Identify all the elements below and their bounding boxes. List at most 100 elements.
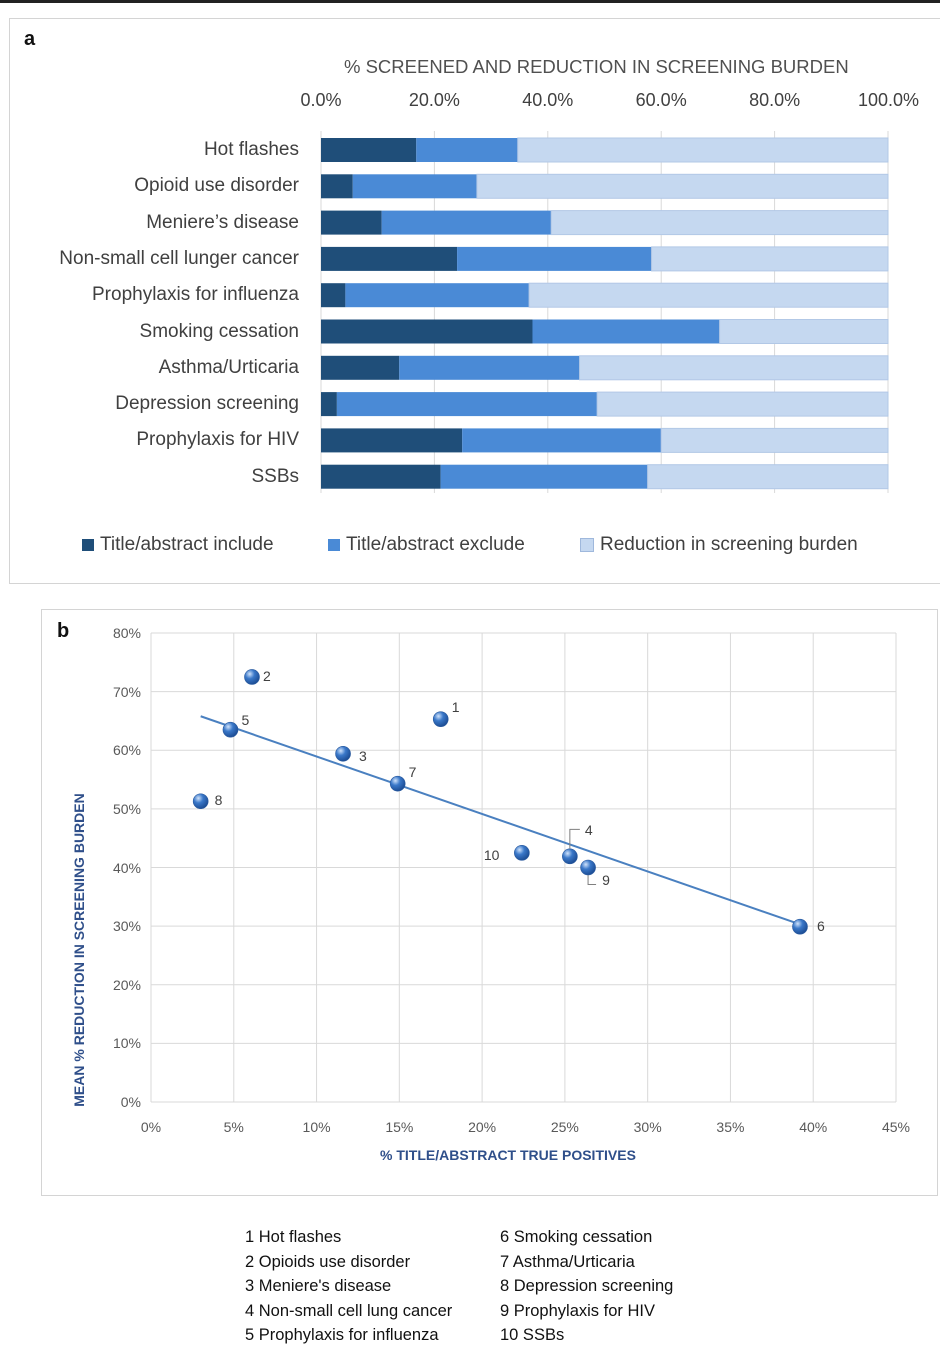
chart-b-point-label: 6: [816, 917, 825, 934]
chart-a-category-label: Hot flashes: [203, 139, 299, 160]
chart-b-point: [222, 721, 239, 738]
chart-a-bar-segment: [321, 246, 458, 271]
chart-b-point-label: 1: [451, 699, 460, 716]
chart-b-point: [514, 845, 530, 861]
chart-a-title: % SCREENED AND REDUCTION IN SCREENING BU…: [344, 56, 849, 77]
chart-a-category-label: Prophylaxis for influenza: [92, 284, 299, 306]
chart-b-y-axis-title: MEAN % REDUCTION IN SCREENING BURDEN: [71, 793, 87, 1107]
panel-b: b 0% 10% 20% 30% 40% 50% 60% 70% 80% 0% 5% 10% 15% 2…: [41, 609, 938, 1196]
chart-a-bar-segment: [416, 138, 518, 162]
chart-a-legend-label: Title/abstract include: [100, 534, 274, 555]
chart-a-legend-label: Reduction in screening burden: [600, 534, 858, 555]
chart-b-point: [389, 775, 406, 792]
top-rule: [0, 0, 940, 3]
chart-b-y-tick: 50%: [112, 800, 141, 817]
chart-b-point-label: 4: [584, 822, 593, 839]
chart-a-x-tick: 80.0%: [749, 90, 801, 110]
chart-a-legend-item: Reduction in screening burden: [580, 534, 858, 556]
chart-b-y-tick: 60%: [112, 742, 141, 759]
chart-a-bar-segment: [336, 392, 598, 417]
key-list-right: 6 Smoking cessation 7 Asthma/Urticaria 8 D…: [500, 1225, 673, 1348]
chart-b-point-label: 10: [483, 846, 500, 863]
key-list-item: 4 Non-small cell lung cancer: [245, 1301, 453, 1320]
chart-a-bar-segment: [321, 174, 353, 199]
chart-a-category-label: Non-small cell lunger cancer: [59, 247, 299, 269]
chart-a-x-tick: 100.0%: [858, 90, 920, 110]
chart-b-y-tick: 70%: [112, 683, 141, 700]
chart-b-x-tick: 30%: [633, 1119, 662, 1135]
chart-a-bar-segment: [532, 319, 720, 344]
chart-a-bar-segment: [321, 210, 382, 235]
chart-b-point-label: 9: [602, 871, 610, 888]
chart-a-bar-segment: [345, 283, 530, 308]
chart-a-legend-swatch: [328, 539, 340, 551]
chart-b-plot: [150, 632, 897, 1103]
chart-a-bar-segment: [457, 246, 652, 271]
chart-b-x-tick: 5%: [223, 1119, 244, 1135]
chart-a-legend-swatch: [82, 539, 94, 551]
key-list-item: 1 Hot flashes: [245, 1228, 342, 1246]
chart-b-point: [244, 669, 260, 685]
key-list-left: 1 Hot flashes 2 Opioids use disorder 3 Men…: [245, 1225, 452, 1348]
chart-a-bar-segment: [647, 464, 889, 490]
chart-a-bar-segment: [321, 283, 346, 308]
chart-a-bar-segment: [579, 355, 889, 381]
chart-a-bar-segment: [517, 137, 889, 163]
chart-b-trendline: [200, 715, 801, 926]
chart-b-point-label: 3: [359, 747, 367, 764]
chart-b-y-tick: 80%: [112, 625, 141, 641]
chart-a-bar-segment: [399, 355, 580, 380]
chart-a-category-label: Smoking cessation: [139, 320, 299, 342]
key-list-item: 6 Smoking cessation: [500, 1228, 653, 1246]
chart-a-x-tick: 60.0%: [635, 90, 687, 110]
chart-b-leader-line: [587, 874, 597, 885]
chart-a-category-label: Asthma/Urticaria: [158, 356, 299, 378]
chart-a-legend-label: Title/abstract exclude: [346, 534, 525, 555]
chart-b-x-tick: 0%: [140, 1119, 162, 1135]
chart-a-x-tick: 20.0%: [408, 90, 460, 110]
chart-b-point: [580, 859, 596, 876]
key-list-item: 10 SSBs: [500, 1326, 565, 1344]
chart-b-y-tick: 20%: [112, 976, 141, 993]
chart-a-bar-segment: [651, 246, 889, 272]
chart-b-point: [432, 711, 449, 727]
chart-a-bar-segment: [321, 138, 417, 162]
chart-b-x-tick: 20%: [468, 1119, 497, 1135]
chart-a-bar-segment: [550, 210, 889, 236]
chart-a-legend-swatch: [580, 538, 594, 552]
chart-a-plot: [320, 131, 889, 493]
chart-a-bar-segment: [528, 282, 889, 308]
chart-b-x-axis-title: % TITLE/ABSTRACT TRUE POSITIVES: [380, 1147, 636, 1163]
chart-a-x-tick: 0.0%: [300, 90, 342, 110]
chart-a-bar-segment: [440, 464, 648, 489]
chart-a-bar-segment: [719, 319, 889, 344]
chart-a-category-label: Opioid use disorder: [134, 175, 299, 197]
key-list-item: 8 Depression screening: [500, 1277, 674, 1295]
chart-b-point-label: 7: [408, 763, 417, 780]
chart-a-category-label: Meniere’s disease: [146, 211, 299, 233]
chart-b-y-tick: 10%: [112, 1035, 141, 1052]
chart-b-point-label: 8: [214, 792, 223, 809]
chart-b-point: [192, 793, 209, 810]
panel-a-letter: a: [24, 28, 36, 50]
chart-b-x-tick: 45%: [881, 1119, 911, 1135]
chart-a-category-label: Depression screening: [115, 393, 299, 415]
chart-a-legend-item: Title/abstract exclude: [328, 534, 525, 556]
key-list-item: 9 Prophylaxis for HIV: [500, 1301, 655, 1320]
chart-a-bar-segment: [462, 428, 662, 453]
chart-b-x-tick: 15%: [385, 1119, 414, 1135]
chart-b-leader-line: [569, 828, 580, 849]
chart-b-x-tick: 35%: [716, 1119, 745, 1135]
chart-a-bar-segment: [381, 210, 552, 235]
chart-a-bar-segment: [321, 464, 441, 489]
chart-a-bar-segment: [321, 428, 463, 453]
chart-a-category-label: SSBs: [251, 465, 299, 487]
key-list-item: 3 Meniere's disease: [245, 1277, 392, 1295]
chart-a-category-label: Prophylaxis for HIV: [136, 429, 299, 451]
key-list-item: 5 Prophylaxis for influenza: [245, 1326, 439, 1344]
chart-a-legend-item: Title/abstract include: [82, 534, 274, 556]
panel-a: a % SCREENED AND REDUCTION IN SCREENING …: [9, 18, 940, 584]
chart-b-point-label: 5: [241, 711, 250, 728]
key-list-item: 2 Opioids use disorder: [245, 1252, 411, 1271]
key-list-item: 7 Asthma/Urticaria: [500, 1252, 635, 1271]
